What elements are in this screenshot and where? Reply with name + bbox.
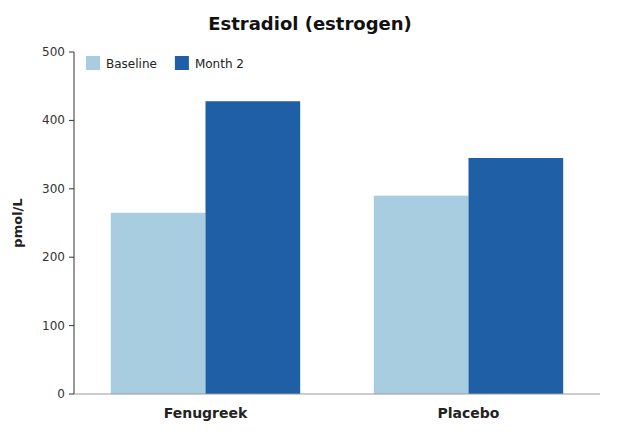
y-axis-line — [74, 52, 75, 394]
y-tick-label: 0 — [57, 387, 65, 401]
legend-swatch — [86, 56, 100, 70]
bar — [111, 213, 206, 394]
y-tick — [69, 52, 74, 53]
bar — [469, 158, 564, 394]
x-tick-label: Fenugreek — [164, 405, 248, 421]
title: Estradiol (estrogen) — [208, 13, 412, 34]
y-tick-label: 300 — [42, 182, 65, 196]
y-tick — [69, 120, 74, 121]
y-tick — [69, 325, 74, 326]
y-tick — [69, 188, 74, 189]
y-tick-label: 200 — [42, 250, 65, 264]
chart-svg: 0 100 200 300 400 500 Fenugreek Placebo pmol/L Es… — [0, 0, 620, 442]
x-baseline — [74, 394, 600, 395]
legend-swatch — [175, 56, 189, 70]
bar — [206, 101, 301, 394]
y-tick — [69, 394, 74, 395]
y-tick-label: 400 — [42, 113, 65, 127]
bar — [374, 196, 469, 394]
legend-label: Month 2 — [195, 57, 244, 71]
legend: Baseline Month 2 — [86, 56, 244, 71]
legend-label: Baseline — [106, 57, 157, 71]
chart-container: 0 100 200 300 400 500 Fenugreek Placebo pmol/L Es… — [0, 0, 620, 442]
x-tick-label: Placebo — [438, 405, 500, 421]
bars — [111, 101, 563, 394]
y-tick-label: 500 — [42, 45, 65, 59]
y-tick-label: 100 — [42, 319, 65, 333]
y-axis-label: pmol/L — [10, 198, 25, 247]
y-tick — [69, 257, 74, 258]
